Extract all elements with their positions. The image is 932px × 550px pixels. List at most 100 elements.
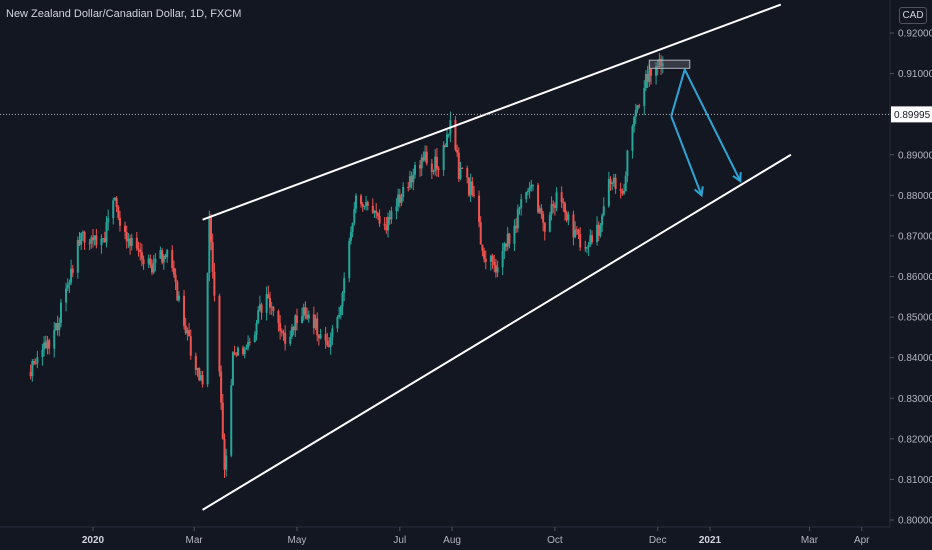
candle	[233, 345, 236, 356]
candle	[491, 253, 494, 269]
candle	[589, 229, 592, 247]
ytick-label: 0.83000	[898, 394, 932, 405]
candle	[564, 201, 567, 221]
candle	[56, 315, 59, 336]
candle	[184, 317, 187, 335]
candle	[221, 393, 224, 440]
candle	[223, 433, 226, 479]
candle	[127, 233, 130, 248]
candle	[472, 185, 475, 198]
candle	[624, 171, 627, 192]
candle	[575, 226, 578, 236]
candle	[140, 243, 143, 267]
candle	[434, 149, 437, 176]
candle	[537, 182, 540, 214]
candle	[189, 329, 192, 360]
xtick-label: 2021	[699, 535, 722, 546]
current-price-badge	[891, 106, 932, 123]
candle	[420, 154, 423, 177]
candle	[442, 141, 445, 176]
candle	[31, 359, 34, 382]
resistance-zone[interactable]	[648, 59, 691, 69]
candle	[562, 198, 565, 212]
upper-trendline[interactable]	[202, 3, 782, 221]
candle	[319, 328, 322, 340]
candles	[29, 53, 664, 479]
candle	[601, 213, 604, 233]
candle	[501, 242, 504, 275]
candle	[306, 307, 309, 321]
candle	[183, 289, 186, 330]
candle	[112, 197, 115, 225]
candle	[542, 211, 545, 232]
candle	[280, 328, 283, 337]
candle	[290, 323, 293, 339]
candle	[614, 173, 617, 194]
candle	[294, 314, 297, 338]
candle	[166, 248, 169, 263]
projection-path-2[interactable]	[670, 115, 703, 196]
currency-badge[interactable]: CAD	[899, 7, 927, 24]
candle	[638, 103, 641, 109]
candle	[397, 188, 400, 212]
candle	[636, 104, 639, 114]
candle	[623, 183, 626, 196]
candle	[159, 246, 162, 259]
candle	[331, 324, 334, 346]
candle	[137, 241, 140, 257]
candle	[90, 235, 93, 249]
candle	[528, 181, 531, 199]
candle	[395, 198, 398, 220]
candle	[194, 352, 197, 376]
candle	[444, 143, 447, 148]
candle	[658, 53, 661, 69]
xtick-label: Apr	[854, 535, 870, 546]
ytick-label: 0.89000	[898, 150, 932, 161]
candle	[430, 158, 433, 179]
candle	[270, 301, 273, 315]
candle	[349, 226, 352, 245]
candle	[385, 217, 388, 234]
candle	[230, 378, 233, 458]
candle	[435, 148, 438, 177]
candle	[446, 128, 449, 148]
candle	[198, 367, 201, 382]
candle	[371, 198, 374, 214]
candle	[199, 370, 202, 382]
candle	[279, 315, 282, 340]
candle	[493, 254, 496, 273]
candle	[353, 201, 356, 226]
candle	[621, 188, 624, 196]
candle	[316, 312, 319, 342]
candle	[76, 236, 79, 279]
candle	[314, 314, 317, 331]
candle	[602, 197, 605, 217]
candle	[612, 173, 615, 187]
candle	[525, 191, 528, 203]
projection-path-1[interactable]	[670, 68, 742, 182]
candle	[348, 237, 351, 283]
candle	[543, 222, 546, 241]
candle	[68, 279, 71, 294]
candle	[34, 358, 37, 365]
candle	[408, 170, 411, 190]
candle	[505, 243, 508, 252]
lower-trendline[interactable]	[202, 153, 792, 511]
candle	[59, 298, 62, 328]
candle	[483, 247, 486, 263]
ytick-label: 0.86000	[898, 272, 932, 283]
candle	[432, 169, 435, 175]
candle	[343, 272, 346, 302]
candle	[373, 210, 376, 219]
candle	[619, 182, 622, 199]
candle	[257, 306, 260, 325]
ytick-label: 0.85000	[898, 313, 932, 324]
candle	[407, 181, 410, 192]
candle	[113, 197, 116, 201]
candle	[129, 234, 132, 255]
candle	[366, 200, 369, 211]
candle	[410, 171, 413, 189]
candle	[164, 253, 167, 260]
chart-title: New Zealand Dollar/Canadian Dollar, 1D, …	[6, 8, 242, 20]
